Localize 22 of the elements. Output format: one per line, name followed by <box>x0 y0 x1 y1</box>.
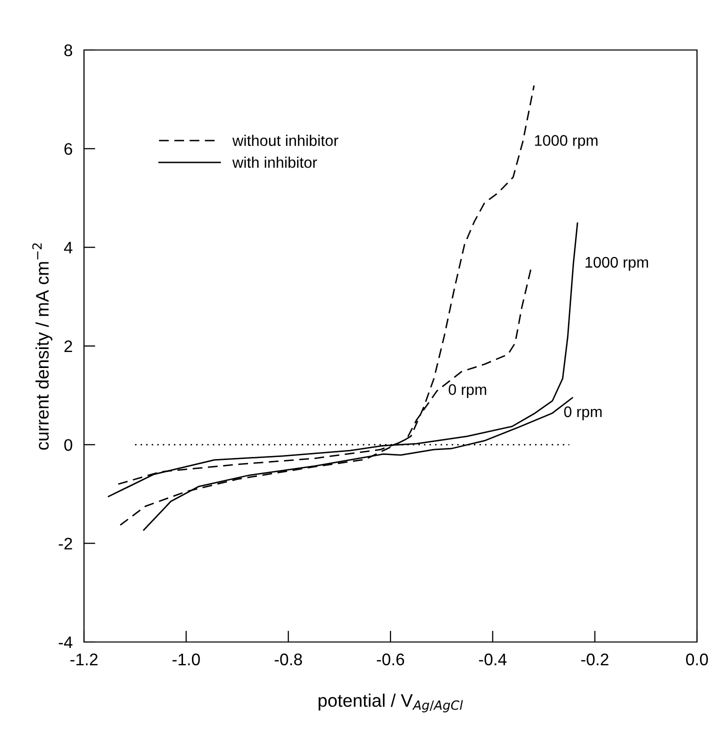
x-axis-title: potential / V$_{Ag/AgCl}$ <box>318 694 463 712</box>
annotation: 0 rpm <box>448 384 486 398</box>
annotation: 1000 rpm <box>586 256 648 271</box>
x-tick-label: -0.4 <box>479 654 507 666</box>
y-tick-label: 0 <box>64 439 72 451</box>
y-tick-label: 2 <box>64 340 72 352</box>
y-tick-label: -2 <box>58 538 72 550</box>
x-tick-label: -1.0 <box>172 654 200 666</box>
x-tick-label: -0.6 <box>376 654 404 666</box>
y-tick-label: 4 <box>64 242 72 254</box>
y-axis-title: current density / mA cm$^{−2}$ <box>32 243 52 450</box>
x-tick-label: 0.0 <box>686 654 708 666</box>
annotation: 1000 rpm <box>535 135 598 149</box>
x-tick-label: -1.2 <box>70 654 98 666</box>
annotation: 0 rpm <box>564 406 602 420</box>
x-tick-label: -0.8 <box>274 654 302 666</box>
x-tick-label: -0.2 <box>581 654 608 666</box>
y-tick-label: -4 <box>58 636 72 648</box>
y-tick-label: 8 <box>64 44 72 56</box>
legend-label: with inhibitor <box>232 156 318 168</box>
legend-label: without inhibitor <box>232 134 338 146</box>
y-tick-label: 6 <box>64 143 72 155</box>
